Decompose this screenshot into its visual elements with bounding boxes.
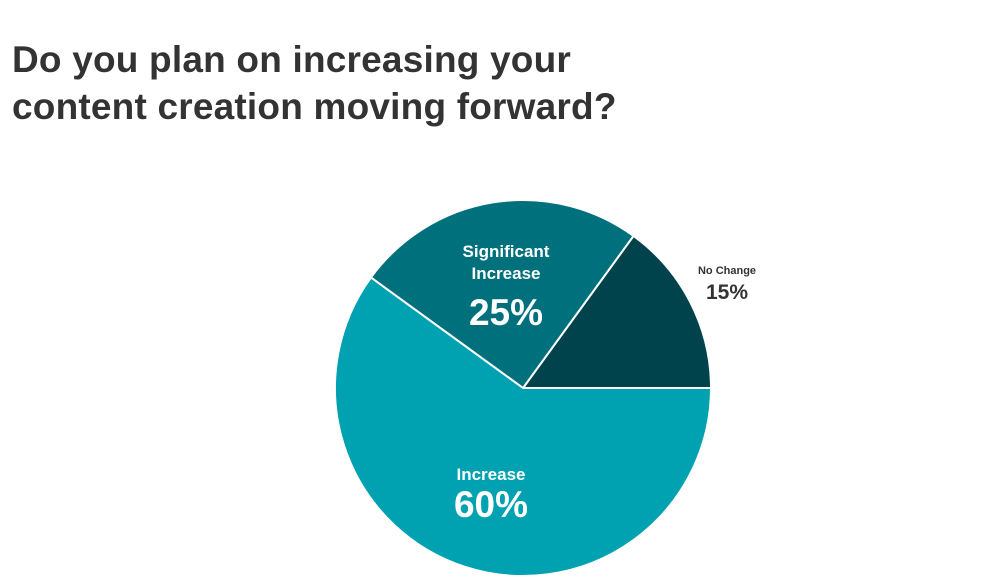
chart-title-line-2: content creation moving forward?	[12, 86, 617, 127]
pie-slice-value: 15%	[706, 281, 748, 304]
pie-labels: No Change 15% Significant Increase 25% Increa…	[454, 242, 756, 525]
pie-slice-no-change	[522, 234, 712, 389]
chart-title: Do you plan on increasing your content c…	[12, 36, 912, 130]
chart-title-line-1: Do you plan on increasing your	[12, 39, 572, 80]
pie-slice-label: Significant Increase 25%	[463, 242, 550, 333]
pie-slice-label: No Change 15%	[698, 265, 756, 304]
pie-slice-increase	[334, 276, 712, 577]
pie-slice-value: 60%	[454, 484, 528, 525]
pie-slice-value: 25%	[469, 292, 543, 333]
pie-slice-name: No Change	[698, 265, 756, 277]
pie-slice-significant-increase	[369, 199, 635, 389]
pie-slices	[334, 199, 712, 577]
pie-slice-name: Significant	[463, 242, 550, 261]
pie-slice-name: Increase	[472, 264, 541, 283]
pie-slice-label: Increase 60%	[454, 465, 528, 525]
pie-slice-name: Increase	[457, 465, 526, 484]
